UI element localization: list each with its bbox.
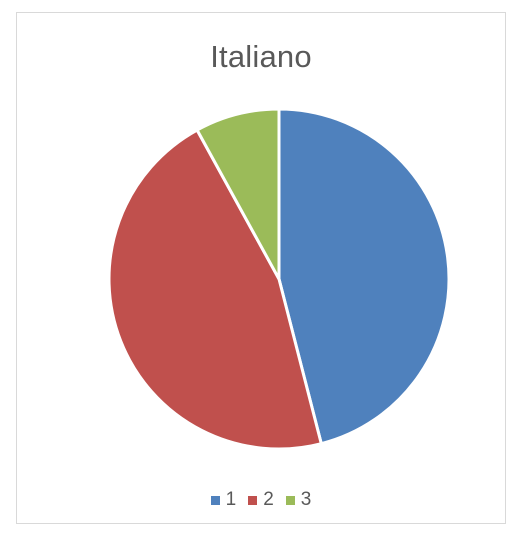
legend-label-3: 3 (300, 489, 312, 510)
pie-slice-1 (277, 107, 451, 446)
pie-slice-2 (107, 128, 323, 451)
pie-chart (107, 107, 451, 451)
legend-item-3: 3 (285, 489, 312, 511)
legend-item-2: 2 (248, 489, 274, 511)
chart-frame: Italiano 1 2 3 (16, 12, 506, 524)
legend-swatch-3 (285, 495, 295, 505)
legend-swatch-1 (210, 495, 220, 505)
pie-slice-3 (195, 107, 281, 281)
legend-item-1: 1 (210, 489, 237, 511)
legend-label-1: 1 (225, 489, 237, 510)
chart-title: Italiano (210, 39, 312, 74)
legend-label-2: 2 (263, 489, 274, 510)
chart-legend: 1 2 3 (17, 489, 505, 511)
legend-swatch-2 (248, 495, 258, 505)
